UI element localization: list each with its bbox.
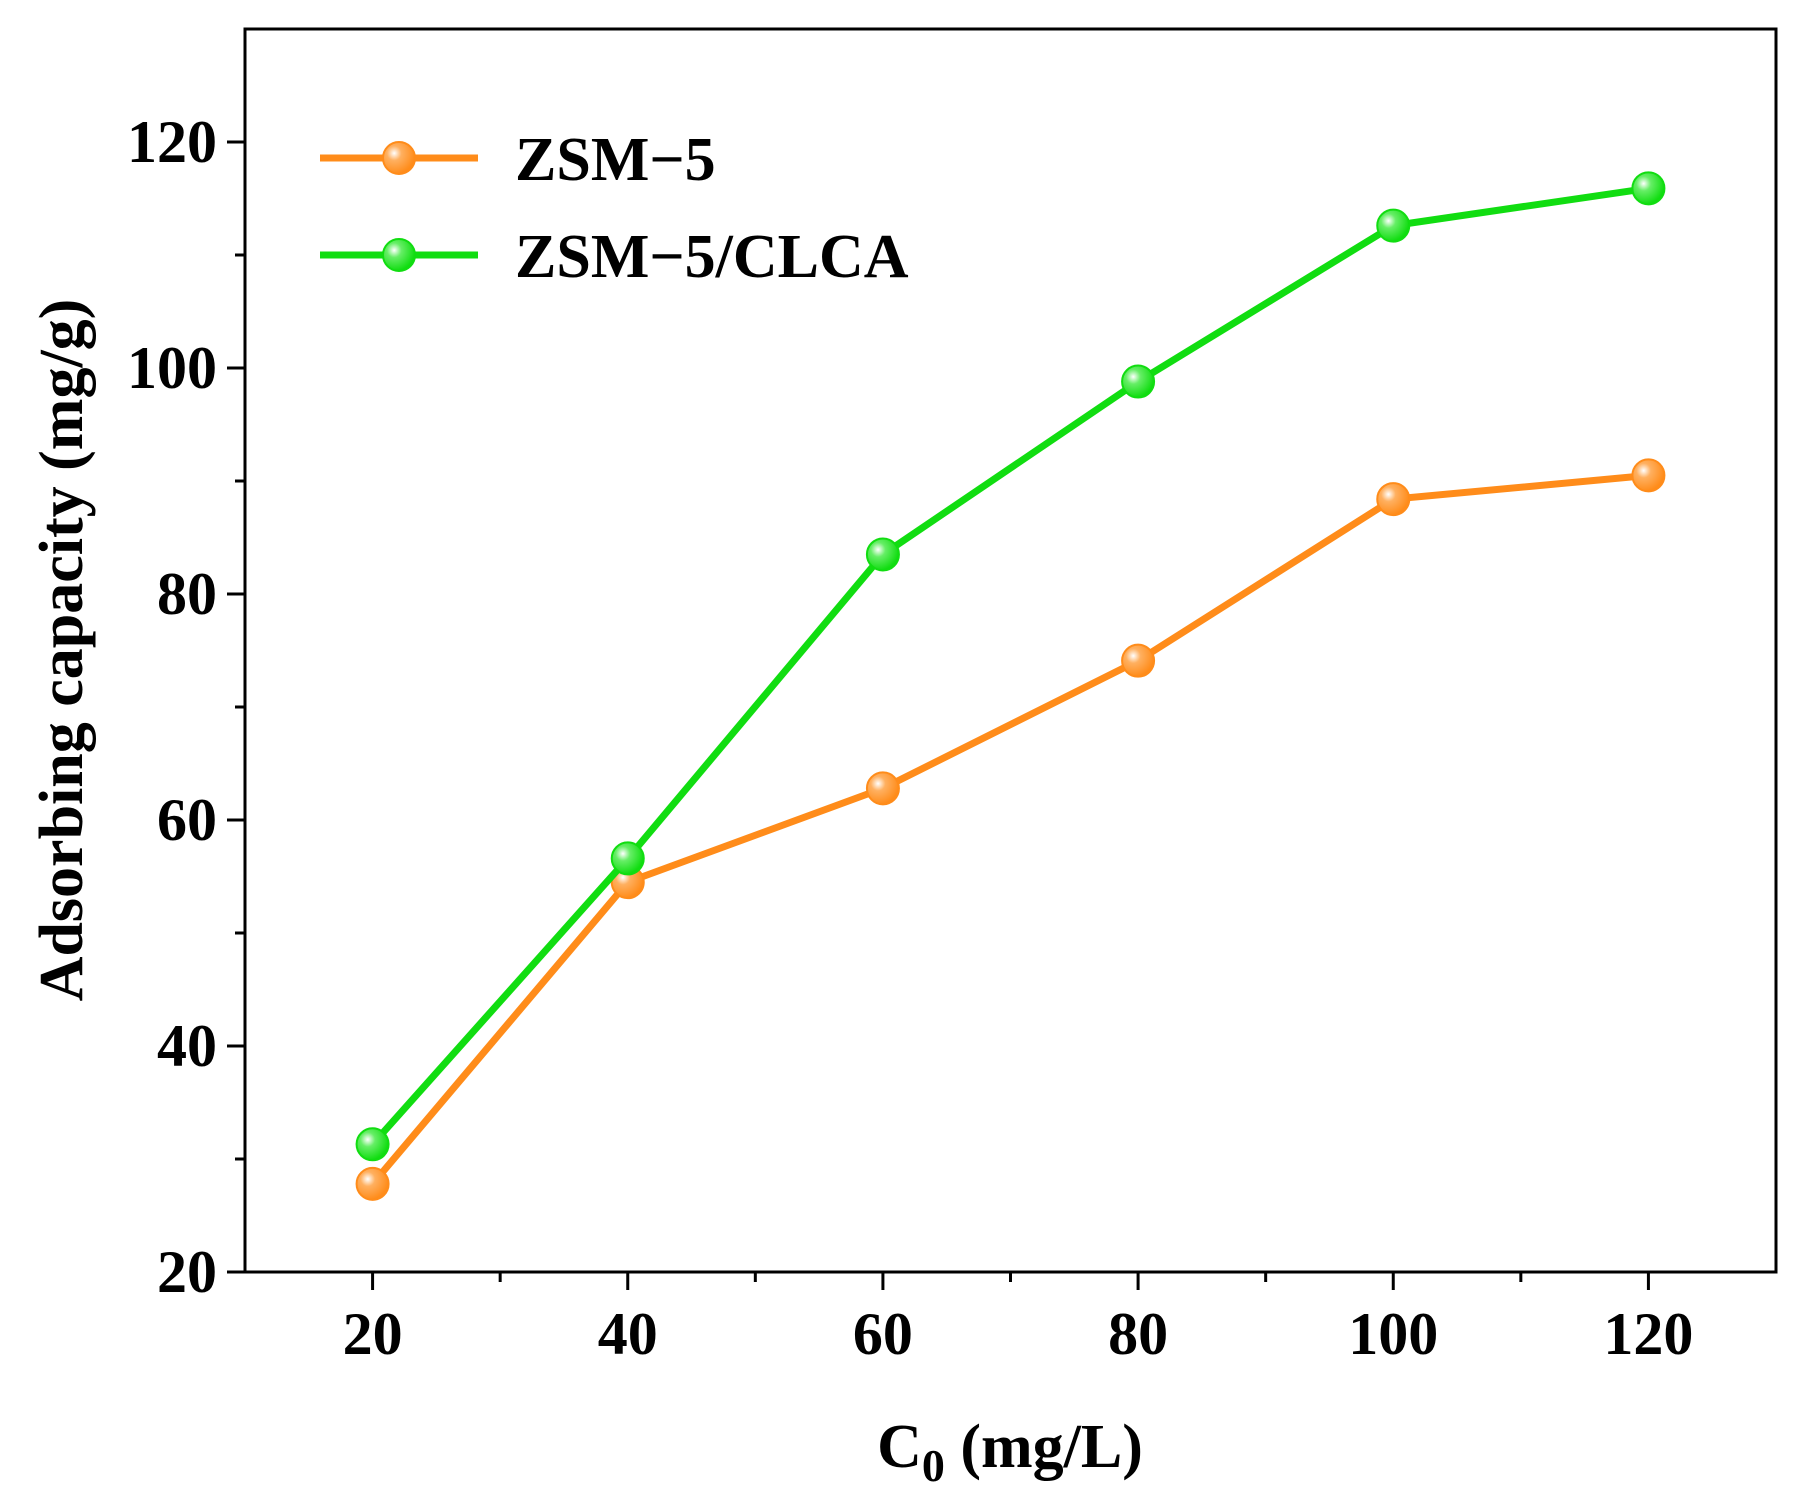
plot-frame [243, 27, 1778, 1274]
x-axis-title-rest: (mg/L) [945, 1413, 1143, 1481]
x-axis-title-main: C [877, 1413, 922, 1481]
x-axis-title-sub: 0 [922, 1440, 945, 1491]
series-0 [355, 458, 1666, 1201]
legend-marker [382, 141, 416, 175]
y-tick-label: 20 [157, 1239, 217, 1305]
data-point [610, 841, 645, 876]
data-point [1121, 643, 1156, 678]
y-tick-label: 120 [127, 109, 217, 175]
series-line [369, 184, 1649, 1147]
series-layer [355, 171, 1666, 1201]
y-tick-label: 100 [127, 335, 217, 401]
x-tick-label: 120 [1603, 1301, 1693, 1367]
legend-marker [382, 238, 416, 272]
data-point [865, 771, 900, 806]
legend-label: ZSM−5 [515, 126, 716, 194]
data-point [865, 537, 900, 572]
y-tick-label: 80 [157, 561, 217, 627]
y-tick-label: 60 [157, 787, 217, 853]
data-point [1376, 482, 1411, 517]
data-point [1376, 208, 1411, 243]
data-point [1631, 458, 1666, 493]
x-tick-label: 40 [598, 1301, 658, 1367]
series-1 [355, 171, 1666, 1162]
x-tick-label: 60 [853, 1301, 913, 1367]
legend-label: ZSM−5/CLCA [515, 223, 909, 291]
data-point [1631, 171, 1666, 206]
legend: ZSM−5 ZSM−5/CLCA [320, 126, 909, 291]
series-line [369, 471, 1649, 1187]
x-tick-label: 80 [1108, 1301, 1168, 1367]
x-tick-label: 20 [343, 1301, 403, 1367]
data-point [1121, 364, 1156, 399]
axes: 20 40 60 80 100 120 20 40 60 80 100 120 [127, 109, 1693, 1367]
x-tick-label: 100 [1348, 1301, 1438, 1367]
x-axis-title: C0 (mg/L) [877, 1413, 1143, 1491]
y-tick-label: 40 [157, 1013, 217, 1079]
data-point [355, 1166, 390, 1201]
data-point [355, 1127, 390, 1162]
y-axis-title: Adsorbing capacity (mg/g) [28, 299, 96, 1002]
